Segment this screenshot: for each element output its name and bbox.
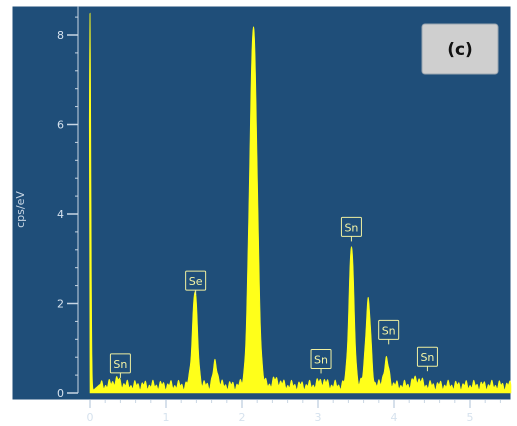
x-tick-label: 3 [315, 411, 322, 424]
panel-label: (c) [447, 40, 473, 60]
y-tick-label: 8 [57, 29, 64, 42]
peak-label-text: Sn [113, 358, 127, 371]
x-axis: 0 1 2 3 4 5 [87, 400, 501, 424]
peak-label: Sn [340, 216, 362, 242]
x-tick-label: 5 [467, 411, 474, 424]
peak-label-text: Sn [420, 351, 434, 364]
panel-label-box: (c) [421, 23, 499, 75]
peak-label: Se [185, 270, 207, 296]
x-tick-label: 0 [87, 411, 94, 424]
peak-label: Sn [416, 346, 438, 372]
y-axis-title: cps/eV [14, 191, 27, 228]
peak-label-text: Se [189, 275, 203, 288]
x-tick-label: 1 [163, 411, 170, 424]
peak-label: Sn [109, 353, 131, 378]
y-tick-label: 0 [57, 387, 64, 400]
x-tick-label: 4 [391, 411, 398, 424]
panel-label-background [421, 23, 499, 75]
spectrum-area [88, 12, 512, 394]
y-axis: 0 2 4 6 8 [57, 6, 79, 400]
peak-label-text: Sn [344, 221, 358, 234]
x-tick-label: 2 [239, 411, 246, 424]
y-tick-label: 4 [57, 208, 64, 221]
peak-label-text: Sn [314, 353, 328, 366]
peak-label: Sn [378, 319, 400, 345]
y-tick-label: 2 [57, 298, 64, 311]
peak-label-text: Sn [382, 324, 396, 337]
peak-label: Sn [310, 348, 332, 374]
peak-labels: Sn Se Sn Sn Sn Sn [109, 216, 438, 378]
y-tick-label: 6 [57, 119, 64, 132]
